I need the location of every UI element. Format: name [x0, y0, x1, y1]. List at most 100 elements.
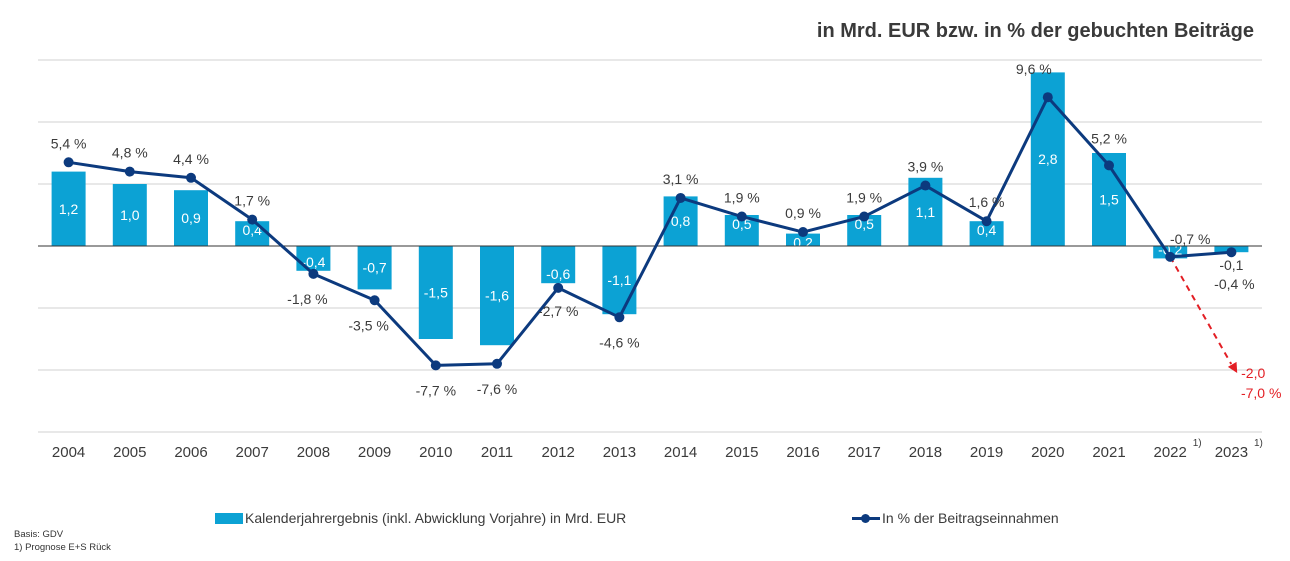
- x-tick-label: 2014: [664, 444, 697, 461]
- line-label: 5,2 %: [1091, 130, 1127, 146]
- x-tick-label: 2012: [542, 444, 575, 461]
- line-point: [308, 268, 319, 279]
- line-label: 5,4 %: [51, 135, 87, 151]
- legend-bar-label: Kalenderjahrergebnis (inkl. Abwicklung V…: [245, 510, 627, 526]
- line-series: [63, 92, 1237, 371]
- line-point: [981, 216, 992, 227]
- x-tick-label: 2016: [786, 444, 819, 461]
- bar-label: -1,6: [485, 288, 509, 304]
- forecast-note: 1) Prognose E+S Rück: [14, 542, 111, 553]
- line-point: [920, 180, 931, 191]
- chart-plot: 1,2 1,0 0,9 0,4 -0,4 -0,7 -1,5 -1,6 -0,6 -1,1 0,8 0…: [38, 59, 1281, 461]
- line-label: 4,4 %: [173, 151, 209, 167]
- line-point: [675, 192, 686, 203]
- bar-label: -0,7: [363, 260, 387, 276]
- x-tick-label: 2004: [52, 444, 85, 461]
- line-label: 3,9 %: [907, 159, 943, 175]
- x-tick-label: 2010: [419, 444, 452, 461]
- bar: [174, 190, 208, 246]
- x-tick-label: 2021: [1092, 444, 1125, 461]
- line-labels: 5,4 % 4,8 % 4,4 % 1,7 % -1,8 % -3,5 % -7,7 % -7…: [51, 61, 1255, 398]
- x-tick-label: 2008: [297, 444, 330, 461]
- bar: [602, 246, 637, 315]
- line-label: 1,9 %: [724, 190, 760, 206]
- chart-title: in Mrd. EUR bzw. in % der gebuchten Beit…: [816, 20, 1254, 42]
- line-label: 3,1 %: [663, 171, 699, 187]
- line-label: -1,8 %: [287, 291, 327, 307]
- bar-label: -0,1: [1219, 257, 1243, 273]
- legend-line-marker-icon: [852, 513, 880, 524]
- line-label: -0,4 %: [1214, 276, 1254, 292]
- line-label: 0,9 %: [785, 205, 821, 221]
- line-point: [1226, 247, 1237, 258]
- bar-label: 0,4: [242, 222, 262, 238]
- line-label: -7,7 %: [416, 382, 456, 398]
- bar: [480, 246, 514, 346]
- line-label: -3,5 %: [348, 317, 388, 333]
- legend-item-line: In % der Beitragseinnahmen: [852, 510, 1059, 526]
- line-point: [492, 358, 502, 369]
- bar-label: 0,5: [732, 216, 752, 232]
- line-point: [247, 214, 258, 225]
- x-tick-label: 2023: [1215, 444, 1248, 461]
- forecast-arrowhead-icon: [1227, 361, 1238, 373]
- line-point: [1165, 251, 1176, 262]
- bar-label: 0,8: [671, 213, 691, 229]
- x-tick-label: 2020: [1031, 444, 1064, 461]
- line-point: [63, 157, 74, 168]
- bar: [112, 184, 147, 246]
- line-point: [614, 312, 625, 323]
- x-tick-label: 2015: [725, 444, 758, 461]
- forecast-dashed-line: [1169, 256, 1233, 365]
- legend-line-label: In % der Beitragseinnahmen: [882, 510, 1059, 526]
- bar: [786, 233, 820, 246]
- line-label: -0,7 %: [1170, 231, 1210, 247]
- line-point: [430, 360, 441, 371]
- x-tick-footnote: 1): [1193, 438, 1202, 449]
- line-label: 4,8 %: [112, 145, 148, 161]
- bar-label: 0,5: [854, 216, 874, 232]
- line-point: [553, 282, 564, 293]
- bar: [541, 246, 576, 284]
- line-point: [736, 211, 747, 222]
- legend-item-bars: Kalenderjahrergebnis (inkl. Abwicklung V…: [215, 510, 626, 526]
- line-label: 1,6 %: [969, 194, 1005, 210]
- line-point: [186, 172, 196, 183]
- bar-series: [51, 72, 1249, 346]
- bar-label: 0,4: [977, 222, 997, 238]
- bar-label: -1,1: [607, 272, 631, 288]
- legend-bar-swatch-icon: [215, 512, 243, 524]
- bar: [357, 246, 392, 290]
- x-tick-label: 2017: [848, 444, 881, 461]
- x-tick-label: 2007: [236, 444, 269, 461]
- bar-label: 1,2: [59, 201, 79, 217]
- x-tick-label: 2006: [174, 444, 207, 461]
- x-tick-label: 2009: [358, 444, 391, 461]
- x-tick-footnote: 1): [1254, 438, 1263, 449]
- line-point: [369, 295, 380, 306]
- bar: [235, 221, 270, 246]
- bar: [296, 246, 331, 271]
- line-label: 1,7 %: [234, 193, 270, 209]
- x-tick-label: 2011: [481, 444, 513, 461]
- line-label: -7,6 %: [477, 381, 517, 397]
- source-note: Basis: GDV: [14, 529, 64, 540]
- x-tick-label: 2019: [970, 444, 1003, 461]
- line-point: [859, 211, 870, 222]
- x-axis-ticks: 2004 2005 2006 2007 2008 2009 2010 2011 2012 2013…: [52, 438, 1263, 461]
- bar-labels: 1,2 1,0 0,9 0,4 -0,4 -0,7 -1,5 -1,6 -0,6 -1,1 0,8 0…: [59, 151, 1244, 303]
- bar-label: 0,2: [793, 235, 813, 251]
- x-tick-label: 2013: [603, 444, 636, 461]
- bar: [51, 171, 86, 246]
- line-point: [1104, 160, 1114, 171]
- forecast-arrow: -2,0 -7,0 %: [1169, 256, 1281, 401]
- bar-label: 2,8: [1038, 151, 1058, 167]
- x-tick-label: 2005: [113, 444, 146, 461]
- x-tick-label: 2018: [909, 444, 942, 461]
- forecast-bar-label: -2,0: [1241, 365, 1265, 381]
- x-tick-label: 2022: [1154, 444, 1187, 461]
- line-label: 1,9 %: [846, 190, 882, 206]
- line-label: -2,7 %: [538, 303, 578, 319]
- line-path: [68, 95, 1232, 367]
- bar-label: 1,1: [916, 204, 936, 220]
